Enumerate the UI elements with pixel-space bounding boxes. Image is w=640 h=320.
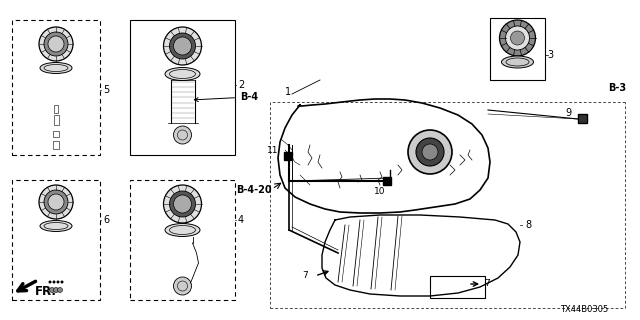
Circle shape — [58, 287, 63, 292]
Text: B-4: B-4 — [195, 92, 258, 102]
Bar — [578, 114, 587, 123]
Text: 2: 2 — [238, 80, 244, 90]
Bar — [490, 18, 545, 80]
Circle shape — [173, 277, 191, 295]
Bar — [53, 141, 59, 149]
Circle shape — [173, 195, 191, 213]
Bar — [53, 131, 59, 137]
Bar — [12, 180, 100, 300]
Ellipse shape — [40, 62, 72, 74]
Circle shape — [170, 33, 195, 59]
Circle shape — [61, 281, 63, 284]
Text: 11: 11 — [266, 146, 278, 155]
Circle shape — [163, 27, 202, 65]
Bar — [130, 20, 235, 155]
Circle shape — [49, 281, 51, 284]
Circle shape — [39, 185, 73, 219]
Text: 3: 3 — [547, 50, 553, 60]
Text: 6: 6 — [103, 215, 109, 225]
Circle shape — [56, 281, 60, 284]
Bar — [430, 276, 485, 298]
Circle shape — [44, 190, 68, 214]
Text: 4: 4 — [238, 215, 244, 225]
Text: FR.: FR. — [35, 285, 57, 298]
Ellipse shape — [165, 68, 200, 81]
Circle shape — [173, 126, 191, 144]
Bar — [130, 180, 235, 300]
Bar — [383, 177, 391, 185]
Bar — [54, 115, 58, 125]
Circle shape — [499, 20, 536, 56]
Circle shape — [511, 31, 525, 45]
Circle shape — [48, 194, 64, 210]
Text: 7: 7 — [302, 271, 308, 281]
Text: 9: 9 — [566, 108, 572, 118]
Text: 1: 1 — [285, 87, 291, 97]
Ellipse shape — [502, 56, 534, 68]
Ellipse shape — [165, 223, 200, 236]
Circle shape — [506, 26, 529, 50]
Circle shape — [44, 32, 68, 56]
Text: TX44B0305: TX44B0305 — [560, 306, 608, 315]
Text: 8: 8 — [525, 220, 531, 230]
Circle shape — [54, 287, 58, 292]
Circle shape — [163, 185, 202, 223]
Circle shape — [408, 130, 452, 174]
Circle shape — [49, 287, 54, 292]
Circle shape — [416, 138, 444, 166]
Text: B-4-20: B-4-20 — [236, 185, 272, 195]
Circle shape — [422, 144, 438, 160]
Text: 5: 5 — [103, 85, 109, 95]
Ellipse shape — [40, 220, 72, 231]
Circle shape — [39, 27, 73, 61]
Circle shape — [173, 37, 191, 55]
Text: B-3: B-3 — [608, 83, 626, 93]
Circle shape — [48, 36, 64, 52]
Text: 10: 10 — [374, 188, 386, 196]
Text: 7: 7 — [484, 279, 490, 289]
Bar — [54, 105, 58, 113]
Bar — [12, 20, 100, 155]
Bar — [284, 152, 292, 160]
Circle shape — [52, 281, 56, 284]
Circle shape — [170, 191, 195, 217]
